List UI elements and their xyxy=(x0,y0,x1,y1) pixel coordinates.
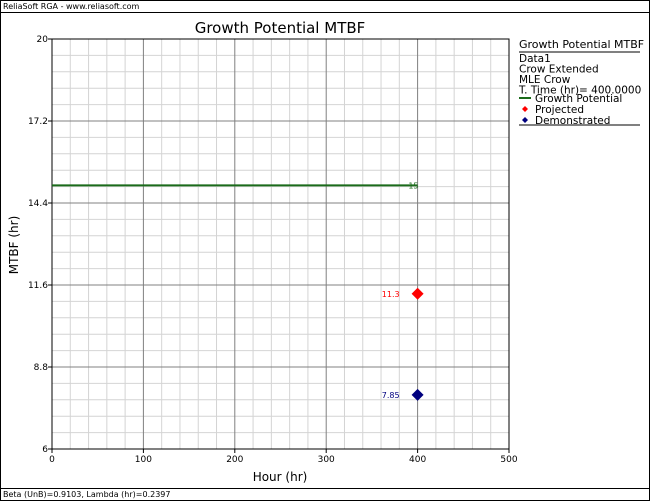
legend-entry-demonstrated: Demonstrated xyxy=(535,115,610,127)
demonstrated-data-label: 7.85 xyxy=(382,391,400,400)
y-tick-label: 14.4 xyxy=(28,199,48,209)
legend-diamond-swatch xyxy=(522,106,528,112)
y-axis-label: MTBF (hr) xyxy=(7,216,21,275)
y-tick-label: 17.2 xyxy=(28,117,48,127)
x-tick-label: 0 xyxy=(49,455,55,465)
growth-potential-data-label: 15 xyxy=(408,181,418,190)
y-tick-label: 8.8 xyxy=(34,363,49,373)
x-axis-label: Hour (hr) xyxy=(253,470,308,484)
x-tick-label: 200 xyxy=(226,455,243,465)
x-tick-label: 300 xyxy=(318,455,335,465)
major-grid xyxy=(51,38,510,450)
x-tick-label: 500 xyxy=(500,455,517,465)
legend-diamond-swatch xyxy=(522,117,528,123)
legend-info-line: Crow Extended xyxy=(519,64,599,76)
y-tick-label: 20 xyxy=(37,35,49,45)
minor-grid xyxy=(52,39,509,449)
y-tick-label: 11.6 xyxy=(28,281,48,291)
x-tick-label: 400 xyxy=(409,455,426,465)
projected-data-label: 11.3 xyxy=(382,290,400,299)
y-tick-label: 6 xyxy=(42,445,48,455)
parameters-footer: Beta (UnB)=0.9103, Lambda (hr)=0.2397 xyxy=(1,488,649,500)
legend-entry-growth-potential: Growth Potential xyxy=(535,93,622,105)
legend-title: Growth Potential MTBF xyxy=(519,38,644,51)
legend-entry-projected: Projected xyxy=(535,104,584,116)
app-header: ReliaSoft RGA - www.reliasoft.com xyxy=(1,1,649,13)
chart-title: Growth Potential MTBF xyxy=(195,19,366,37)
legend-info-line: Data1 xyxy=(519,53,551,65)
projected-point xyxy=(411,287,424,300)
demonstrated-point xyxy=(411,388,424,401)
x-tick-label: 100 xyxy=(135,455,152,465)
legend-info-line: T. Time (hr)= 400.0000 xyxy=(518,85,641,97)
legend-info-line: MLE Crow xyxy=(519,74,571,86)
plot-area xyxy=(51,38,510,450)
